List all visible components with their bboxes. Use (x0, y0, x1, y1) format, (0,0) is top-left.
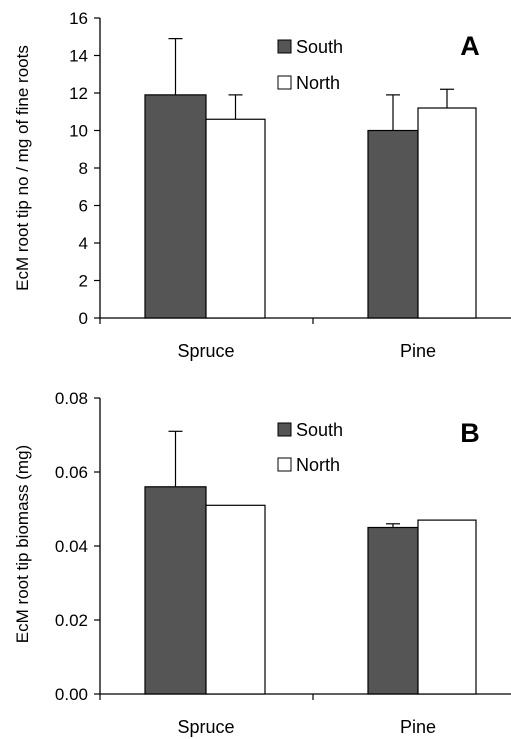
bar-south (144, 94, 207, 319)
bar-north (417, 519, 477, 695)
legend-swatch-north (277, 457, 292, 472)
panel-label: A (460, 31, 480, 61)
x-category-label: Pine (400, 341, 436, 361)
y-tick-label: 10 (69, 122, 88, 141)
y-tick-label: 4 (79, 234, 88, 253)
bar-north (417, 107, 477, 319)
legend-label-south: South (296, 420, 343, 440)
y-tick-label: 8 (79, 159, 88, 178)
y-tick-label: 14 (69, 47, 88, 66)
bar-south (144, 486, 207, 695)
y-tick-label: 12 (69, 84, 88, 103)
legend-label-south: South (296, 37, 343, 57)
y-axis-label: EcM root tip no / mg of fine roots (13, 45, 32, 291)
bar-north (205, 504, 266, 695)
legend-swatch-north (277, 75, 292, 90)
x-category-label: Spruce (177, 341, 234, 361)
panel-b-chart: EcM root tip biomass (mg) B South North … (13, 389, 511, 737)
x-category-label: Pine (400, 717, 436, 737)
y-tick-label: 2 (79, 272, 88, 291)
bar-north (205, 118, 266, 319)
bar-south (367, 129, 419, 319)
y-tick-label: 6 (79, 197, 88, 216)
legend-label-north: North (296, 73, 340, 93)
legend-swatch-south (277, 39, 292, 54)
y-axis-label: EcM root tip biomass (mg) (13, 445, 32, 643)
y-tick-label: 0.00 (55, 685, 88, 704)
y-tick-label: 0.04 (55, 537, 88, 556)
y-tick-label: 16 (69, 9, 88, 28)
panel-label: B (460, 418, 480, 448)
y-tick-label: 0.08 (55, 389, 88, 408)
legend: South North (277, 37, 343, 93)
legend-label-north: North (296, 455, 340, 475)
y-tick-label: 0.02 (55, 611, 88, 630)
panel-a-chart: EcM root tip no / mg of fine roots A Sou… (13, 9, 511, 361)
y-tick-label: 0 (79, 309, 88, 328)
legend: South North (277, 420, 343, 475)
y-tick-label: 0.06 (55, 463, 88, 482)
bar-south (367, 526, 419, 695)
x-category-label: Spruce (177, 717, 234, 737)
legend-swatch-south (277, 422, 292, 437)
